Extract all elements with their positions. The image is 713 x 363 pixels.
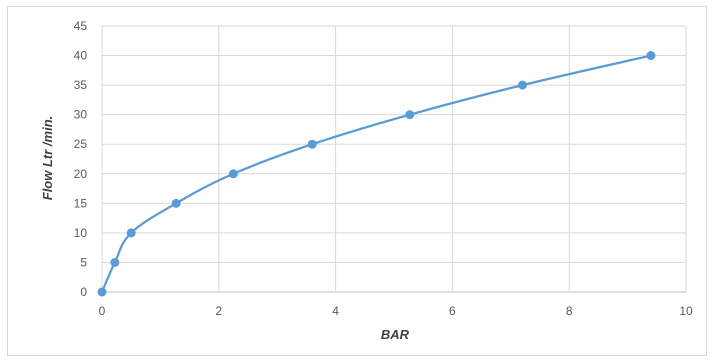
x-tick-label: 6 [449,304,456,318]
x-tick-label: 4 [332,304,339,318]
y-tick-label: 15 [74,196,88,210]
chart-frame [7,6,707,356]
data-point [97,287,107,297]
x-tick-labels: 0 2 4 6 8 10 [99,304,693,318]
x-axis-title: BAR [381,327,410,342]
y-tick-label: 0 [80,285,87,299]
data-point [228,169,238,179]
y-tick-labels: 0 5 10 15 20 25 30 35 40 45 [74,19,88,299]
y-tick-label: 40 [74,49,88,63]
y-tick-label: 20 [74,167,88,181]
gridlines [101,25,687,293]
data-point [405,110,415,120]
series-line [100,54,653,294]
x-tick-label: 10 [679,304,693,318]
data-point [126,228,136,238]
data-series [97,51,656,297]
x-tick-label: 2 [215,304,222,318]
data-point [110,257,120,267]
y-tick-label: 5 [80,255,87,269]
y-tick-label: 25 [74,137,88,151]
data-point [307,139,317,149]
y-tick-label: 10 [74,226,88,240]
data-point [646,51,656,61]
y-tick-label: 35 [74,78,88,92]
y-axis-title: Flow Ltr /min. [40,116,55,201]
data-point [517,80,527,90]
data-point [171,198,181,208]
x-tick-label: 8 [566,304,573,318]
x-tick-label: 0 [99,304,106,318]
y-tick-label: 30 [74,108,88,122]
y-tick-label: 45 [74,19,88,33]
